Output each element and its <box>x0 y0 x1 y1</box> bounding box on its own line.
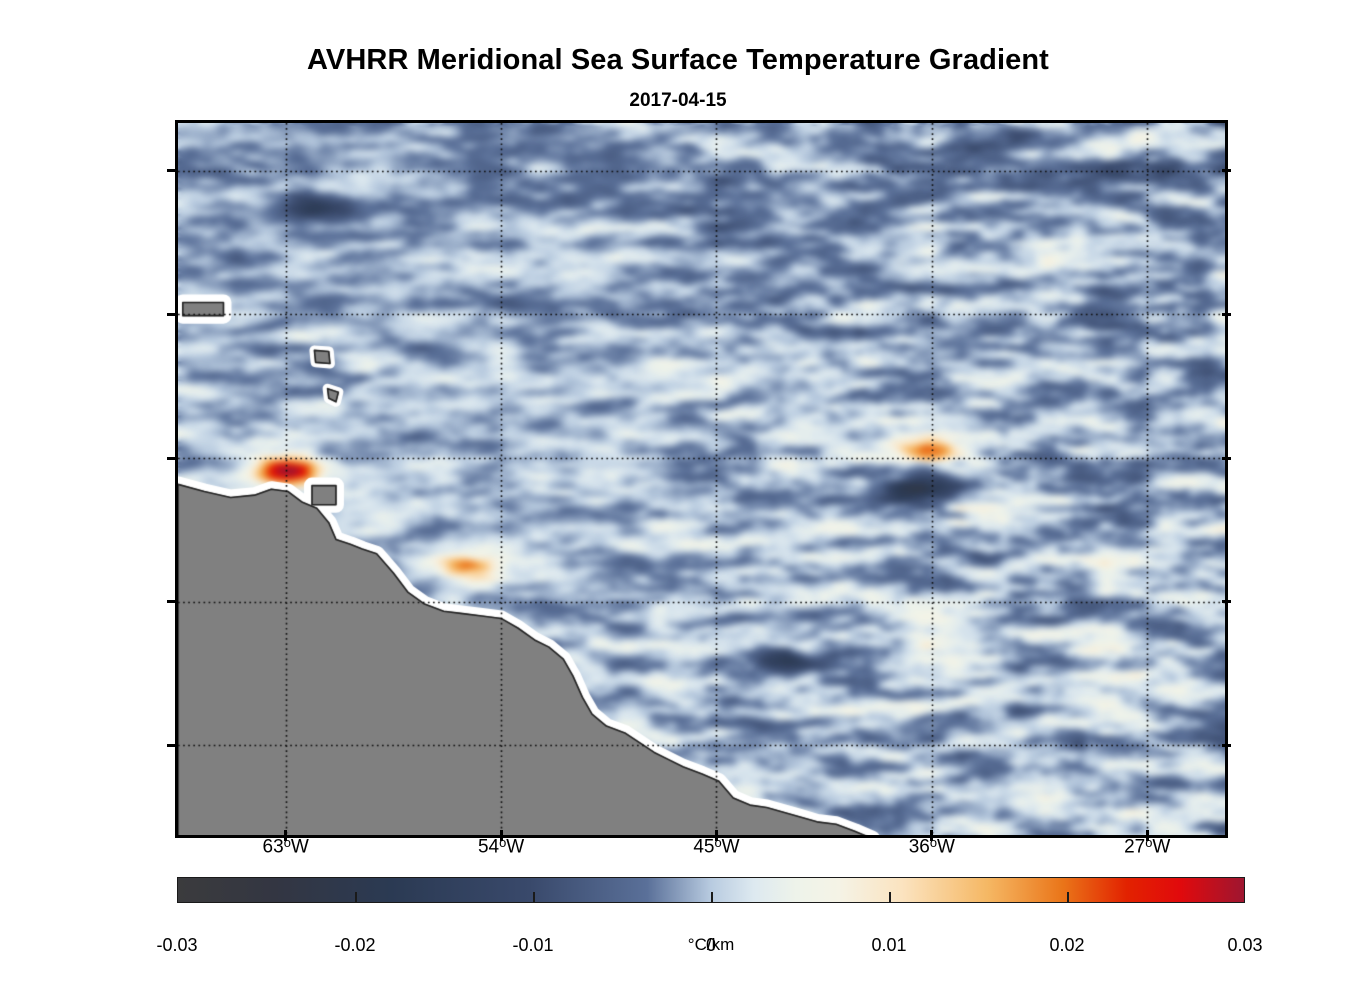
colorbar[interactable]: -0.03 -0.02 -0.01 0 0.01 0.02 0.03 °C/km <box>156 877 1263 955</box>
map-clip <box>178 123 1225 835</box>
colorbar-tick <box>711 892 713 903</box>
y-axis-tick <box>167 312 178 316</box>
x-axis-label: 36oW <box>908 835 955 858</box>
x-axis-tick <box>1145 830 1149 841</box>
x-axis-label: 63oW <box>262 835 309 858</box>
x-axis-tick <box>714 830 718 841</box>
colorbar-unit-label: °C/km <box>687 935 735 954</box>
colorbar-tick <box>355 892 357 903</box>
colorbar-tick-label: 0.02 <box>1049 935 1085 955</box>
colorbar-tick <box>889 892 891 903</box>
colorbar-tick-label: 0.01 <box>871 935 907 955</box>
y-axis-tick <box>167 456 178 460</box>
y-axis-tick <box>1222 600 1231 604</box>
colorbar-tick-label: -0.01 <box>512 935 554 955</box>
y-axis-tick <box>167 600 178 604</box>
colorbar-tick <box>533 892 535 903</box>
y-axis-tick <box>1222 312 1231 316</box>
colorbar-tick-label: -0.02 <box>334 935 376 955</box>
figure-title: AVHRR Meridional Sea Surface Temperature… <box>307 44 1049 76</box>
colorbar-tick-label: 0.03 <box>1227 935 1263 955</box>
graticule-grid-layer <box>178 123 1225 835</box>
y-axis-tick <box>1222 456 1231 460</box>
x-axis-label: 54oW <box>477 835 525 858</box>
figure-subtitle: 2017-04-15 <box>629 90 727 111</box>
x-axis-tick <box>930 830 934 841</box>
x-axis-tick <box>284 830 288 841</box>
x-axis-label: 45oW <box>693 835 740 858</box>
colorbar-tick-label: -0.03 <box>156 935 198 955</box>
x-axis-label: 27oW <box>1124 835 1171 858</box>
y-axis-tick <box>167 169 178 173</box>
colorbar-tick-label: 0 <box>705 935 717 955</box>
y-axis-tick <box>167 743 178 747</box>
y-axis-tick <box>1222 169 1231 173</box>
colorbar-tick <box>1067 892 1069 903</box>
x-axis-tick <box>499 830 503 841</box>
y-axis-tick <box>1222 743 1231 747</box>
map-plot-area[interactable]: 24oN18oN12oN6oN0o63oW54oW45oW36oW27oW <box>167 120 1231 857</box>
